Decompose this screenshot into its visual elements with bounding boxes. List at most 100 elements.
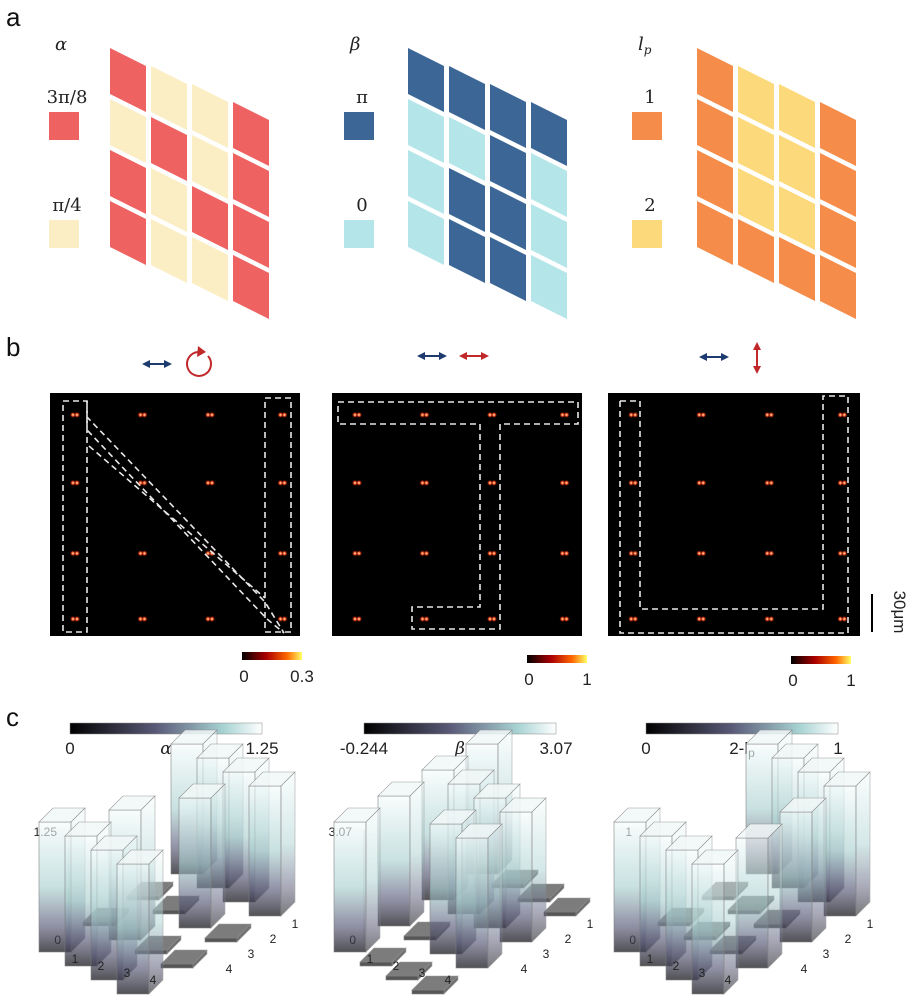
intensity-spot — [490, 550, 498, 557]
colorbar-min-label: 0 — [65, 739, 74, 758]
bar-side — [417, 961, 433, 981]
x-tick-label: 4 — [150, 973, 157, 987]
grid-cell — [449, 117, 485, 181]
y-tick-label: 2 — [845, 932, 852, 946]
grid-cell — [779, 84, 815, 148]
intensity-spot — [423, 615, 430, 623]
colorbar-max-label: 3.07 — [539, 739, 572, 758]
arrow-head — [721, 353, 729, 361]
bar-side — [365, 807, 381, 953]
intensity-colorbar-1: 0 0.3 — [239, 652, 314, 686]
intensity-spot — [208, 615, 216, 623]
legend-swatch — [49, 112, 79, 140]
bar-high — [116, 863, 150, 995]
colorbar-min-label: 0 — [524, 670, 533, 689]
grid-cell — [820, 204, 856, 268]
intensity-spot — [700, 615, 707, 623]
grid-cell — [779, 135, 815, 199]
panel-c: 0α1.251.25011223344-0.244β3.073.07011223… — [34, 722, 874, 995]
bar-low — [359, 961, 393, 967]
image-background — [608, 393, 860, 636]
grid-cell — [151, 117, 187, 181]
intensity-spot — [141, 550, 148, 557]
intensity-spot — [490, 615, 498, 623]
bar-chart-3d-1: 0α1.251.25011223344 — [34, 722, 299, 995]
intensity-spot — [73, 615, 81, 623]
intensity-spot — [355, 615, 363, 623]
grid-cell — [779, 186, 815, 250]
y-tick-label: 4 — [521, 962, 528, 976]
intensity-spot — [355, 479, 363, 487]
grid-cell — [233, 102, 269, 166]
arrow-head — [439, 352, 447, 360]
y-tick-label: 4 — [226, 962, 233, 976]
intensity-spot — [141, 615, 148, 623]
intensity-spot — [563, 479, 570, 487]
y-tick-label: 1 — [292, 917, 299, 931]
grid-cell — [408, 99, 444, 163]
colorbar-max-label: 0.3 — [290, 667, 314, 686]
panel-a-letter: a — [6, 2, 21, 32]
intensity-spot — [841, 411, 848, 419]
colorbar-gradient — [242, 652, 302, 660]
intensity-spot — [281, 550, 288, 557]
x-tick-label: 1 — [72, 952, 79, 966]
arrow-head — [164, 360, 172, 368]
colorbar-min-label: 0 — [641, 739, 650, 758]
intensity-spot — [355, 411, 363, 419]
grid-cell — [449, 219, 485, 283]
bar-side — [391, 947, 407, 967]
intensity-spot — [768, 479, 775, 487]
intensity-spot — [700, 550, 707, 557]
grid-cell — [192, 135, 228, 199]
scale-bar-label: 30μm — [890, 591, 909, 634]
bar-side — [148, 849, 164, 995]
y-tick-label: 2 — [565, 932, 572, 946]
intensity-spot — [632, 411, 639, 419]
intensity-spot — [423, 479, 430, 487]
x-tick-label: 3 — [124, 966, 131, 980]
grid-cell — [697, 99, 733, 163]
bar-side — [575, 897, 591, 917]
grid-cell — [738, 66, 774, 130]
arrow-head — [459, 352, 467, 360]
grid-cell — [531, 204, 567, 268]
grid-symbol: α — [55, 34, 67, 55]
grid-cell — [449, 66, 485, 130]
grid-cell — [408, 150, 444, 214]
grid-cell — [233, 255, 269, 319]
double-arrow-icon — [142, 360, 172, 368]
grid-cell — [820, 255, 856, 319]
legend-swatch — [632, 220, 662, 248]
circle-arrow — [186, 351, 213, 377]
intensity-spot — [841, 479, 848, 487]
intensity-spot — [841, 550, 848, 557]
grid-cell — [820, 153, 856, 217]
bar-high — [377, 795, 411, 927]
grid-cell — [490, 237, 526, 301]
intensity-spot — [632, 615, 639, 623]
grid-cell — [779, 237, 815, 301]
outline-letter-u — [619, 395, 849, 634]
colorbar-max-label: 1.25 — [245, 739, 278, 758]
bar-side — [192, 949, 208, 969]
colorbar-gradient — [363, 722, 557, 735]
legend-label: π/4 — [52, 195, 81, 216]
grid-cell — [697, 48, 733, 112]
panel-b-letter: b — [6, 332, 20, 362]
grid-cell — [233, 204, 269, 268]
x-tick-label: 2 — [673, 959, 680, 973]
bar-high — [823, 785, 857, 917]
bar-side — [531, 797, 547, 943]
intensity-spot — [563, 550, 570, 557]
x-tick-label: 2 — [98, 959, 105, 973]
grid-cell — [192, 84, 228, 148]
intensity-spot — [208, 411, 216, 419]
grid-cell — [531, 255, 567, 319]
bar-side — [855, 771, 871, 917]
y-tick-label: 3 — [248, 947, 255, 961]
grid-cell — [110, 201, 146, 265]
x-tick-label: 1 — [367, 952, 374, 966]
bar-side — [487, 823, 503, 969]
